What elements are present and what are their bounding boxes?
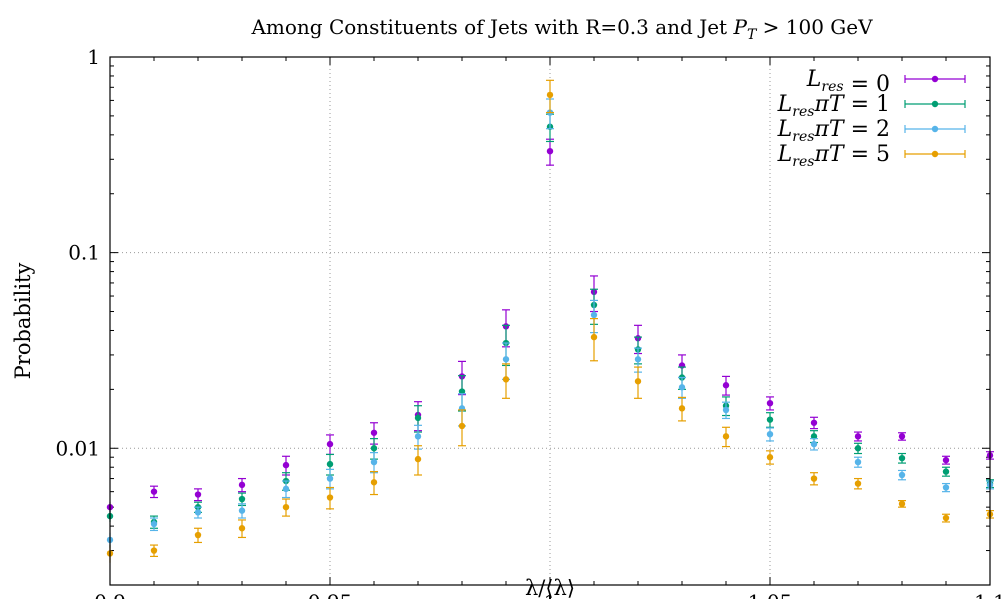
data-point (854, 445, 862, 452)
data-point (282, 461, 290, 469)
data-point (766, 430, 774, 438)
data-point (766, 416, 774, 423)
data-point (326, 440, 334, 448)
data-point (150, 488, 158, 495)
data-point (150, 547, 158, 554)
data-point (634, 356, 642, 363)
data-point (810, 433, 818, 440)
legend-marker (931, 100, 939, 108)
data-point (898, 433, 906, 440)
data-point (634, 378, 642, 385)
legend-marker (931, 125, 939, 133)
data-point (326, 475, 334, 482)
data-point (590, 311, 598, 319)
data-point (810, 475, 818, 482)
data-point (546, 91, 554, 99)
data-point (898, 500, 906, 508)
legend-label: LresπT = 5 (777, 142, 890, 170)
data-point (282, 503, 290, 511)
data-point (370, 429, 378, 436)
y-axis-label: Probability (11, 263, 35, 380)
data-point (370, 445, 378, 452)
data-point (458, 422, 466, 430)
x-tick-label: 0.95 (308, 590, 353, 599)
data-point (370, 479, 378, 486)
data-series (106, 79, 994, 563)
data-point (678, 405, 686, 412)
data-point (238, 481, 246, 489)
data-point (326, 494, 334, 501)
data-point (942, 456, 950, 464)
data-point (458, 388, 466, 395)
data-point (942, 468, 950, 475)
data-point (766, 399, 774, 407)
data-point (942, 484, 950, 491)
data-point (150, 520, 158, 528)
legend-label: Lres = 0 (806, 67, 890, 97)
legend-marker (931, 75, 939, 83)
data-point (854, 458, 862, 466)
data-point (238, 507, 246, 514)
x-tick-label: 1 (544, 590, 557, 599)
data-point (766, 454, 774, 461)
data-point (854, 433, 862, 440)
x-tick-label: 0.9 (94, 590, 126, 599)
data-point (722, 433, 730, 440)
x-axis-label: λ/⟨λ⟩ (525, 576, 575, 599)
data-point (414, 433, 422, 440)
legend-label: LresπT = 2 (777, 117, 890, 145)
data-point (194, 491, 202, 498)
data-point (590, 333, 598, 341)
data-point (282, 485, 290, 493)
legend-label: LresπT = 1 (777, 92, 890, 120)
x-tick-label: 1.05 (748, 590, 793, 599)
plot-frame (109, 56, 991, 586)
y-tick-label: 0.01 (55, 436, 100, 460)
data-point (810, 440, 818, 448)
data-point (678, 384, 686, 391)
data-point (722, 382, 730, 389)
data-point (370, 458, 378, 466)
data-point (942, 514, 950, 522)
data-point (722, 406, 730, 414)
chart-title: Among Constituents of Jets with R=0.3 an… (250, 15, 873, 43)
data-point (194, 509, 202, 516)
data-point (414, 414, 422, 422)
axis-ticks: 0.9 0.95 1 1.05 1.1 0.01 0.1 1 (55, 45, 1005, 599)
data-point (414, 455, 422, 463)
legend-marker (931, 150, 939, 158)
data-point (502, 356, 510, 363)
data-point (326, 460, 334, 468)
data-point (238, 525, 246, 532)
y-tick-label: 0.1 (68, 241, 100, 265)
data-point (810, 419, 818, 426)
data-point (898, 454, 906, 462)
series-2 (106, 98, 994, 548)
data-point (502, 376, 510, 383)
data-point (898, 471, 906, 479)
data-point (546, 147, 554, 155)
data-point (854, 480, 862, 487)
data-point (194, 531, 202, 539)
y-tick-label: 1 (87, 45, 100, 69)
x-tick-label: 1.1 (974, 590, 1005, 599)
data-point (238, 495, 246, 503)
